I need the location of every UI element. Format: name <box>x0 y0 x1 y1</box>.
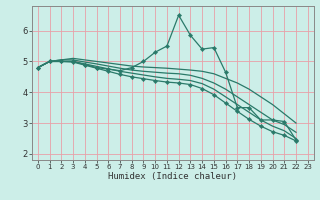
X-axis label: Humidex (Indice chaleur): Humidex (Indice chaleur) <box>108 172 237 181</box>
